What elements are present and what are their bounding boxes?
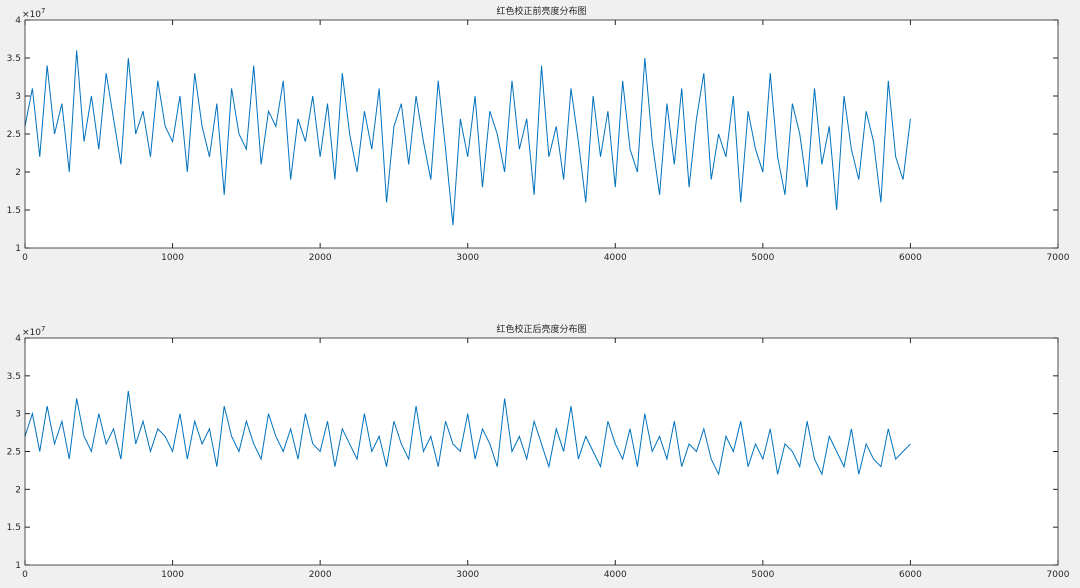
x-tick-label: 0	[22, 570, 28, 580]
chart-title: 红色校正后亮度分布图	[496, 323, 586, 335]
y-tick-label: 3	[15, 92, 21, 102]
y-tick-label: 1.5	[7, 523, 21, 533]
x-tick-label: 1000	[161, 570, 184, 580]
y-tick-label: 4	[15, 16, 21, 26]
x-tick-label: 3000	[456, 570, 479, 580]
x-tick-label: 7000	[1047, 570, 1070, 580]
axes-background	[25, 338, 1058, 565]
x-tick-label: 5000	[751, 253, 774, 263]
y-exponent-base: ×10	[22, 328, 41, 338]
y-tick-label: 2	[15, 168, 21, 178]
x-tick-label: 1000	[161, 253, 184, 263]
x-tick-label: 5000	[751, 570, 774, 580]
y-tick-label: 3	[15, 410, 21, 420]
chart-title: 红色校正前亮度分布图	[496, 5, 586, 17]
x-tick-label: 0	[22, 253, 28, 263]
y-tick-label: 3.5	[7, 372, 21, 382]
axes-box	[24, 19, 1059, 249]
x-tick-label: 2000	[309, 570, 332, 580]
y-tick-label: 1.5	[7, 206, 21, 216]
x-tick-label: 2000	[309, 253, 332, 263]
axes-background	[25, 20, 1058, 248]
y-tick-label: 2.5	[7, 448, 21, 458]
y-tick-label: 2	[15, 485, 21, 495]
y-exponent: ×107	[22, 7, 45, 20]
x-tick-label: 7000	[1047, 253, 1070, 263]
y-exponent: ×107	[22, 325, 45, 338]
y-tick-label: 1	[15, 244, 21, 254]
y-exponent-power: 7	[41, 325, 45, 333]
axes-box	[24, 337, 1059, 566]
x-tick-label: 4000	[604, 253, 627, 263]
x-tick-label: 6000	[899, 253, 922, 263]
y-tick-label: 2.5	[7, 130, 21, 140]
data-line	[24, 390, 911, 476]
y-exponent-power: 7	[41, 7, 45, 15]
x-tick-label: 4000	[604, 570, 627, 580]
data-line	[24, 50, 911, 226]
y-tick-label: 1	[15, 561, 21, 571]
x-tick-label: 3000	[456, 253, 479, 263]
y-exponent-base: ×10	[22, 10, 41, 20]
x-tick-label: 6000	[899, 570, 922, 580]
y-tick-label: 3.5	[7, 54, 21, 64]
y-tick-label: 4	[15, 334, 21, 344]
